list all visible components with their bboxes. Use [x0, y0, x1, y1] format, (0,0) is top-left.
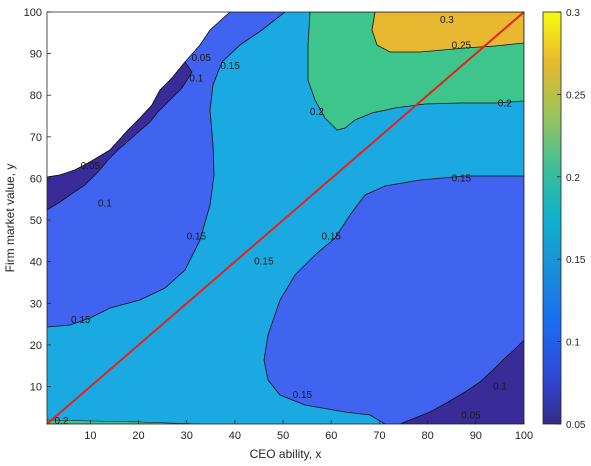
region-0p05-lower-right: [399, 339, 524, 424]
y-tick-label: 60: [30, 173, 42, 185]
x-tick-label: 40: [229, 430, 241, 442]
y-tick-label: 10: [30, 382, 42, 394]
contour-level-label: 0.2: [498, 99, 512, 110]
x-axis-label: CEO ability, x: [250, 447, 322, 461]
contour-level-label: 0.15: [254, 257, 274, 268]
contour-level-label: 0.15: [293, 390, 313, 401]
contour-level-label: 0.15: [220, 61, 240, 72]
contour-level-label: 0.05: [461, 411, 481, 422]
y-axis-ticks: 10 20 30 40 50 60 70 80 90 100: [24, 7, 51, 394]
contour-level-label: 0.2: [310, 107, 324, 118]
contour-labels: 0.3 0.25 0.2 0.2 0.15 0.15 0.15 0.15 0.15 0.15 0.1…: [55, 15, 513, 427]
x-tick-label: 50: [277, 430, 289, 442]
colorbar-tick-label: 0.15: [566, 255, 586, 266]
colorbar-tick-label: 0.3: [566, 8, 580, 19]
y-tick-label: 90: [30, 49, 42, 61]
y-tick-label: 80: [30, 90, 42, 102]
colorbar-tick-label: 0.1: [566, 338, 580, 349]
plot-frame: [46, 11, 525, 425]
contour-level-label: 0.1: [493, 382, 507, 393]
x-tick-label: 80: [422, 430, 434, 442]
region-0p20-bottom-strip: [47, 419, 201, 424]
x-tick-label: 30: [181, 430, 193, 442]
contour-level-label: 0.05: [81, 161, 101, 172]
contour-level-label: 0.15: [187, 232, 207, 243]
x-tick-label: 100: [515, 430, 533, 442]
colorbar-ticks: 0.05 0.1 0.15 0.2 0.25 0.3: [557, 8, 586, 431]
colorbar-tick-label: 0.2: [566, 173, 580, 184]
x-tick-label: 70: [373, 430, 385, 442]
x-tick-label: 20: [132, 430, 144, 442]
colorbar-tick-label: 0.25: [566, 90, 586, 101]
y-tick-label: 70: [30, 132, 42, 144]
contour-level-label: 0.05: [191, 53, 211, 64]
contour-level-label: 0.1: [98, 198, 112, 209]
x-tick-label: 60: [325, 430, 337, 442]
contour-level-label: 0.15: [71, 315, 91, 326]
region-0p10-lower-right: [263, 175, 524, 424]
x-tick-label: 10: [84, 430, 96, 442]
region-0p25-top-right: [371, 12, 524, 53]
y-tick-label: 100: [24, 7, 42, 19]
y-tick-label: 40: [30, 257, 42, 269]
region-empty-top-left: [47, 12, 230, 177]
y-tick-label: 50: [30, 215, 42, 227]
contour-level-label: 0.3: [440, 15, 454, 26]
contour-level-label: 0.2: [55, 416, 69, 427]
colorbar-tick-label: 0.05: [566, 420, 586, 431]
contour-level-label: 0.15: [322, 232, 342, 243]
y-tick-label: 20: [30, 340, 42, 352]
contour-level-label: 0.1: [189, 74, 203, 85]
x-tick-label: 90: [470, 430, 482, 442]
diagonal-reference-line: [46, 11, 525, 425]
contour-level-label: 0.15: [452, 173, 472, 184]
region-0p05-upper-left: [47, 61, 193, 211]
colorbar: [542, 11, 562, 425]
y-tick-label: 30: [30, 298, 42, 310]
x-axis-ticks: 10 20 30 40 50 60 70 80 90 100: [84, 420, 533, 442]
contour-level-label: 0.25: [452, 40, 472, 51]
y-axis-label: Firm market value, y: [3, 164, 17, 273]
